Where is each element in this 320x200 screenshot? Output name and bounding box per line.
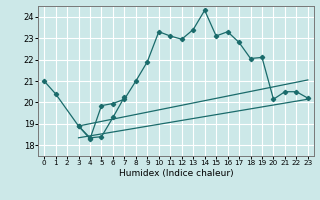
X-axis label: Humidex (Indice chaleur): Humidex (Indice chaleur) — [119, 169, 233, 178]
